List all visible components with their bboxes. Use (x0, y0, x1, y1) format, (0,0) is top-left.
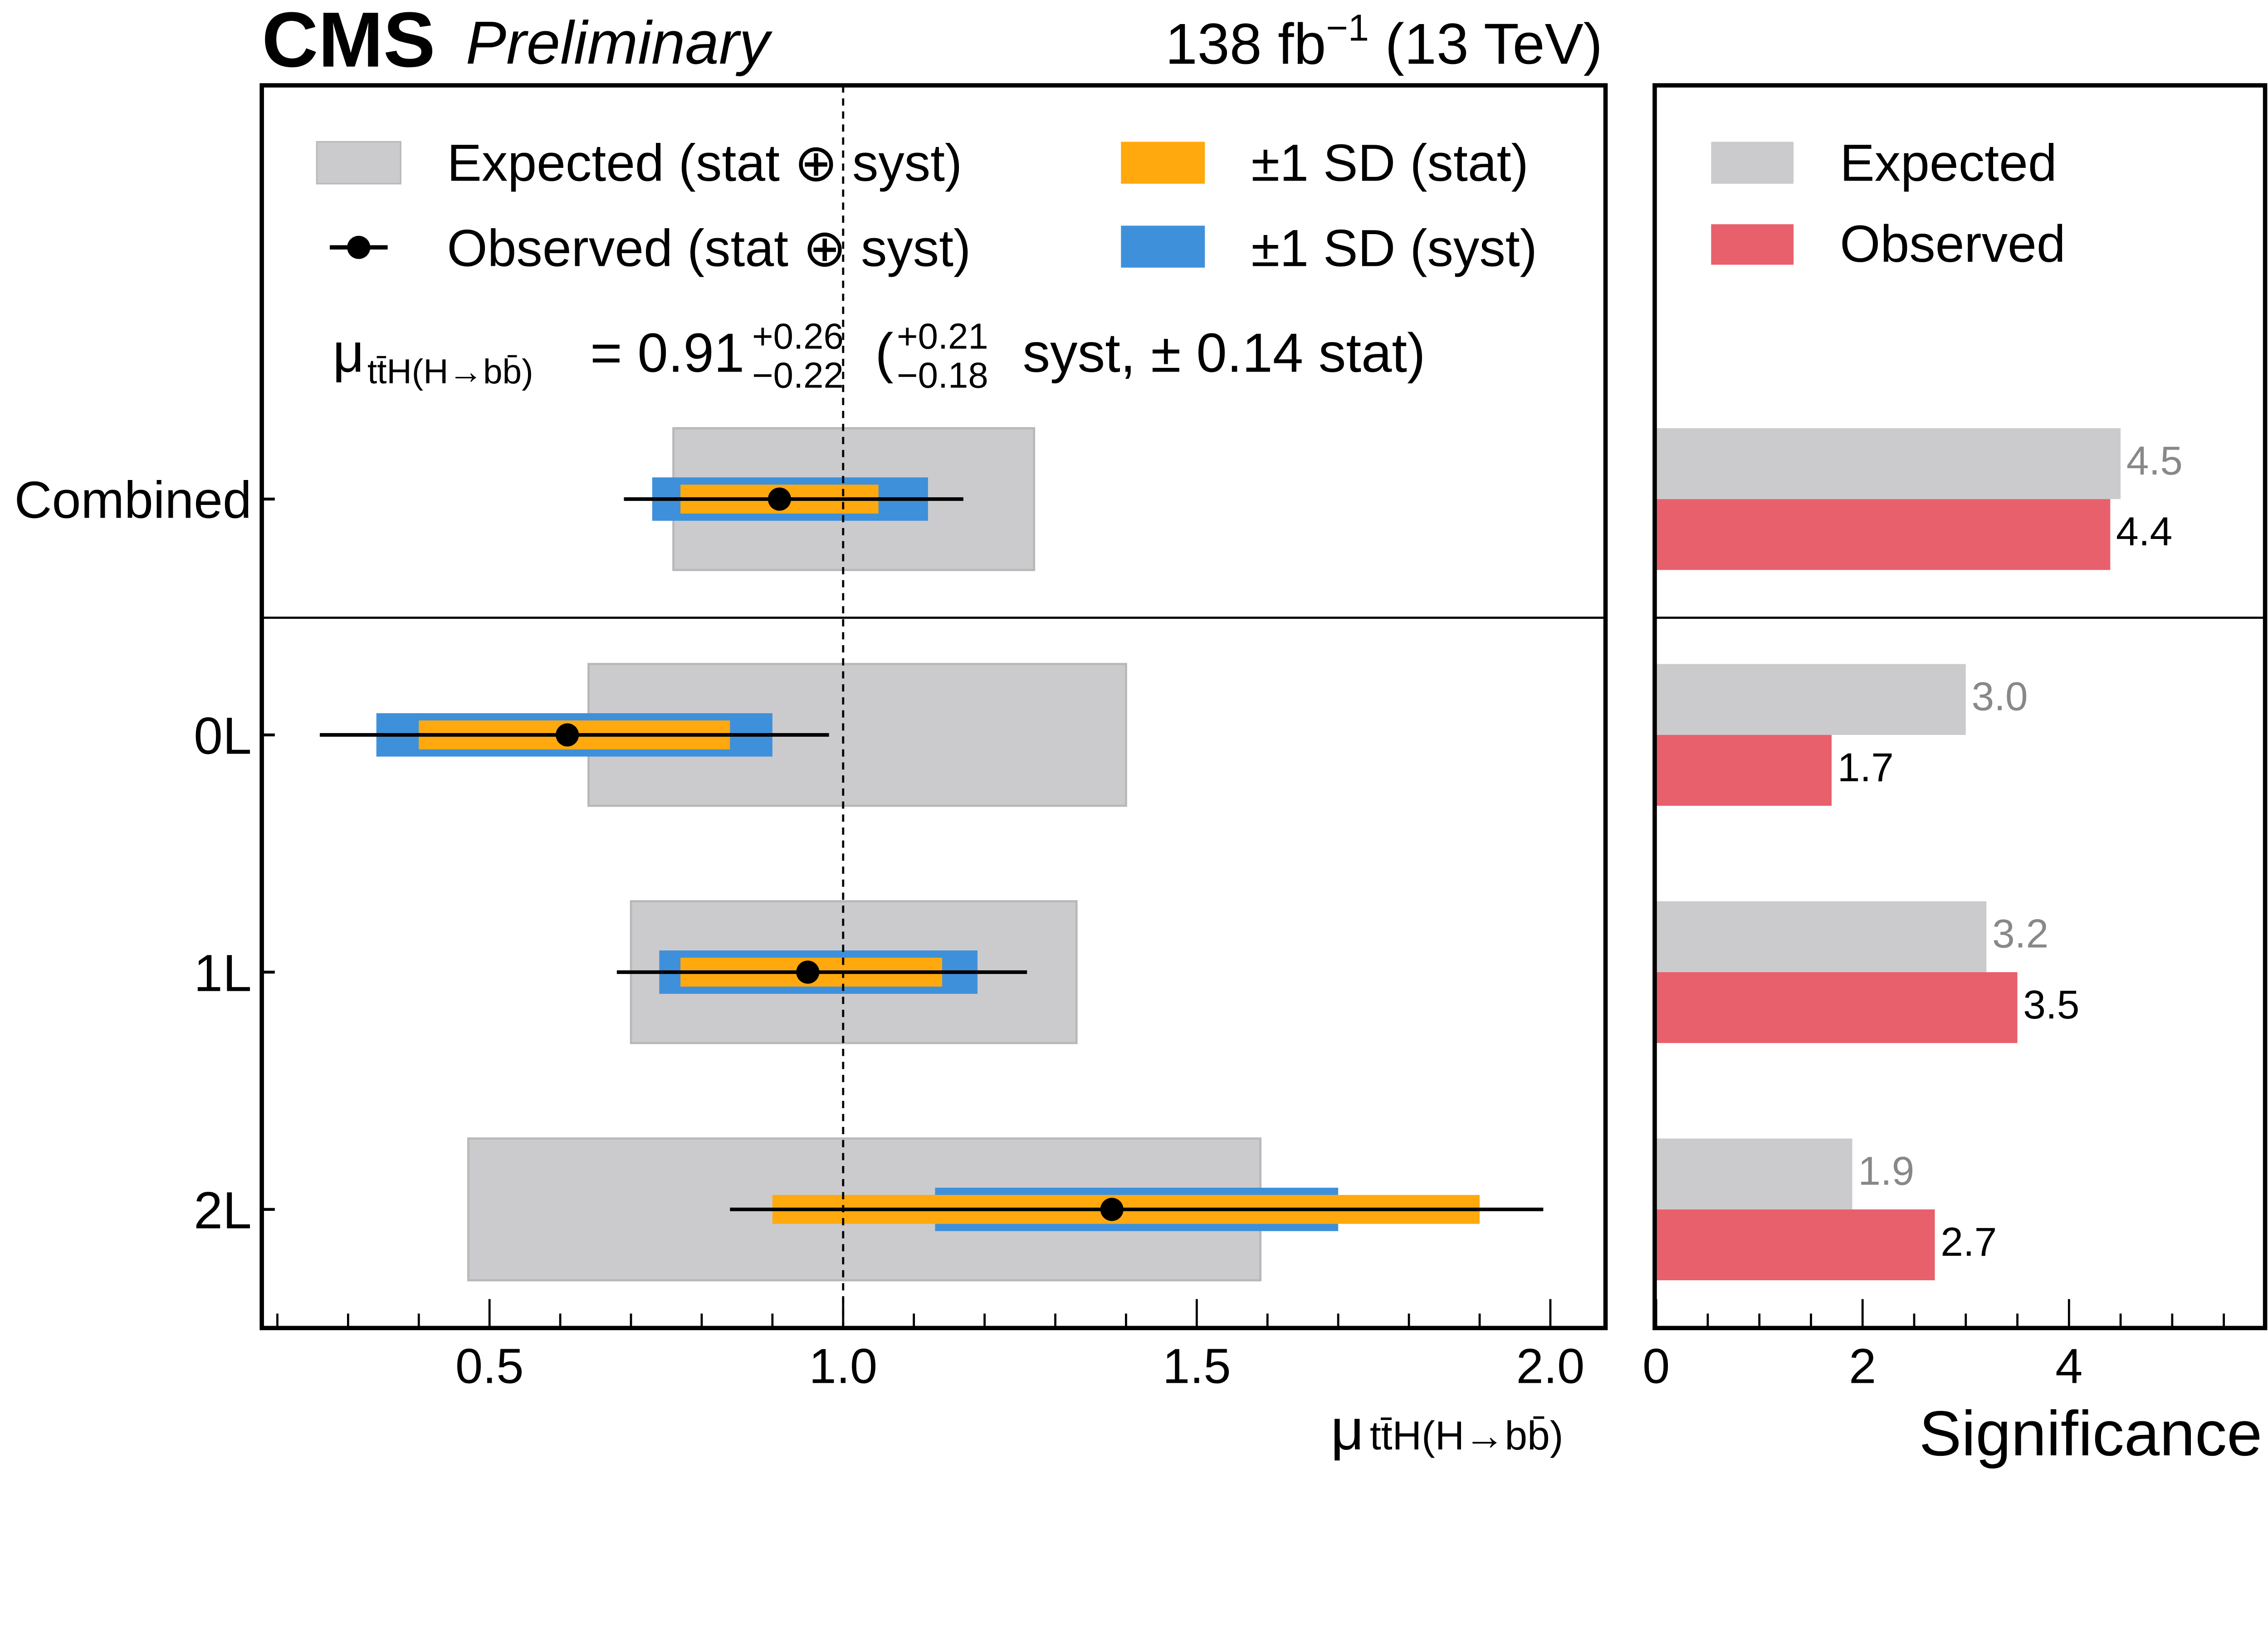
observed-significance-label: 2.7 (1941, 1219, 1997, 1264)
category-label-2L: 2L (194, 1181, 252, 1239)
observed-significance-bar-2L (1656, 1209, 1935, 1281)
observed-marker-1L (796, 960, 820, 984)
experiment-label: CMS (262, 0, 435, 83)
formula-total-up: +0.26 (752, 316, 844, 356)
legend-observed-marker (347, 235, 371, 259)
right-frame (1652, 83, 2268, 1331)
observed-marker-0L (556, 723, 579, 747)
formula-value: = 0.91 (590, 322, 744, 384)
category-label-0L: 0L (194, 707, 252, 765)
legend-sig-expected-label: Expected (1840, 134, 2057, 192)
sig-x-tick-label: 2 (1849, 1338, 1876, 1393)
legend-sig-observed-swatch (1711, 224, 1794, 265)
legend-sig-observed-label: Observed (1840, 215, 2066, 273)
status-label: Preliminary (466, 9, 773, 77)
expected-significance-bar-0L (1656, 664, 1966, 735)
observed-significance-label: 4.4 (2116, 509, 2172, 554)
legend-syst-swatch (1121, 225, 1205, 268)
formula-subscript: tt̄H(H→bb̄) (367, 353, 533, 391)
category-label-Combined: Combined (15, 471, 252, 529)
legend-stat-label: ±1 SD (stat) (1251, 134, 1529, 192)
observed-marker-2L (1100, 1198, 1124, 1221)
observed-significance-bar-1L (1656, 972, 2018, 1043)
expected-significance-label: 4.5 (2126, 438, 2183, 483)
x-tick-label: 2.0 (1516, 1338, 1585, 1393)
expected-significance-bar-1L (1656, 901, 1987, 972)
left-frame (259, 83, 1608, 1331)
x-tick-label: 1.0 (809, 1338, 877, 1393)
right-xlabel: Significance (1919, 1398, 2263, 1469)
figure: CMS Preliminary 138 fb−1 (13 TeV) Combin… (15, 0, 2268, 1469)
sig-x-tick-label: 4 (2055, 1338, 2082, 1393)
expected-significance-bar-2L (1656, 1138, 1853, 1209)
category-label-1L: 1L (194, 944, 252, 1002)
formula-syst-up: +0.21 (897, 316, 988, 356)
legend-syst-label: ±1 SD (syst) (1251, 220, 1537, 278)
legend-sig-expected-swatch (1711, 142, 1794, 184)
significance-plot: 4.5 4.4 3.0 1.7 3.2 3.5 1.9 2.7 0 2 4 (1642, 428, 2225, 1393)
formula-mu: μ (332, 322, 364, 384)
expected-significance-label: 3.2 (1992, 911, 2048, 956)
x-tick-label: 1.5 (1163, 1338, 1231, 1393)
formula-total-down: −0.22 (752, 355, 844, 396)
observed-significance-bar-0L (1656, 734, 1832, 806)
legend-stat-swatch (1121, 142, 1205, 184)
formula-syst-down: −0.18 (897, 355, 988, 396)
expected-significance-bar-Combined (1656, 428, 2121, 499)
result-formula: μ tt̄H(H→bb̄) = 0.91 +0.26 −0.22 ( +0.21… (332, 316, 1425, 395)
observed-marker-Combined (767, 487, 791, 511)
legend-expected-label: Expected (stat ⊕ syst) (447, 134, 962, 192)
lumi-label: 138 fb−1 (13 TeV) (1165, 6, 1603, 76)
observed-significance-label: 1.7 (1838, 744, 1894, 790)
mu-plot: Combined 0L 1L 2L 0.5 1.0 1.5 2.0 (15, 85, 1585, 1393)
legend-observed-label: Observed (stat ⊕ syst) (447, 220, 971, 278)
left-xlabel: μ tt̄H(H→bb̄) (1331, 1398, 1564, 1462)
formula-rest: syst, ± 0.14 stat) (1022, 322, 1425, 384)
expected-significance-label: 1.9 (1858, 1148, 1914, 1194)
formula-paren: ( (875, 322, 893, 384)
x-tick-label: 0.5 (455, 1338, 524, 1393)
sig-x-tick-label: 0 (1642, 1338, 1670, 1393)
expected-significance-label: 3.0 (1971, 674, 2028, 719)
observed-significance-label: 3.5 (2023, 982, 2079, 1027)
legend-expected-swatch (316, 141, 401, 185)
observed-significance-bar-Combined (1656, 499, 2111, 570)
